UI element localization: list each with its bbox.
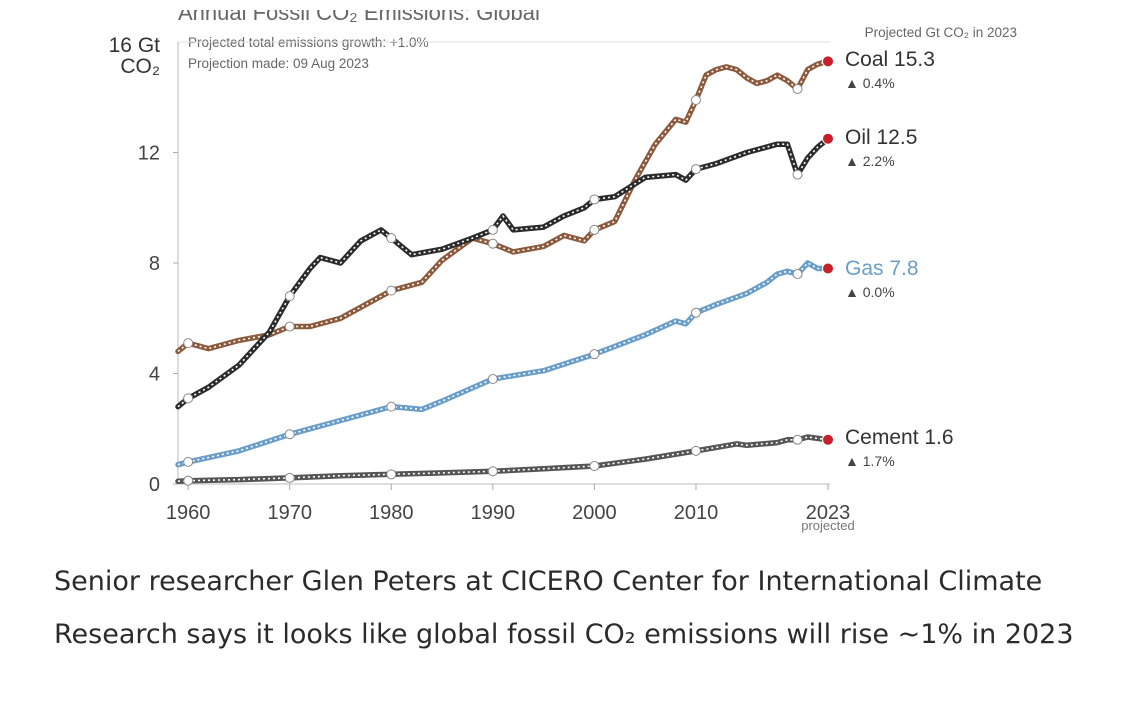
data-point-marker [183,338,194,349]
data-point-marker [284,472,295,483]
data-point-marker [487,238,498,249]
projection-point-coal [822,55,834,68]
x-tick-label: 2023 [806,502,851,524]
projection-point-gas [822,262,834,275]
data-point-marker [792,169,803,180]
data-point-marker [589,224,600,235]
projection-point-oil [822,132,834,145]
x-tick-label: 2010 [674,502,719,524]
data-point-marker [792,434,803,445]
data-point-marker [690,307,701,318]
data-point-marker [284,429,295,440]
data-point-marker [589,461,600,472]
projected-label: projected [801,518,854,533]
projection-point-cement [822,433,834,446]
series-change-coal: ▲ 0.4% [845,75,895,91]
series-label-gas: Gas 7.8 [845,257,919,280]
y-axis-label-value: 16 Gt [109,34,161,57]
data-point-marker [690,164,701,175]
x-tick-label: 2000 [572,502,617,524]
data-point-marker [386,401,397,412]
series-change-gas: ▲ 0.0% [845,284,895,300]
data-point-marker [183,393,194,404]
data-point-marker [487,224,498,235]
caption-text: Senior researcher Glen Peters at CICERO … [54,566,1074,650]
data-point-marker [589,349,600,360]
series-line-coal [175,58,831,355]
data-point-marker [690,95,701,106]
projection-header: Projected Gt CO₂ in 2023 [865,25,1017,40]
series-change-oil: ▲ 2.2% [845,153,895,169]
note-projection-date: Projection made: 09 Aug 2023 [188,56,369,71]
x-tick-label: 1960 [166,502,211,524]
x-tick-label: 1970 [267,502,312,524]
series-line-dots-coal [177,60,829,353]
y-axis-label-unit: CO₂ [120,55,160,78]
data-point-marker [589,194,600,205]
y-tick-label: 0 [149,474,160,496]
data-point-marker [284,291,295,302]
data-point-marker [792,83,803,94]
series-change-cement: ▲ 1.7% [845,453,895,469]
series-line-dots-oil [177,138,829,408]
data-point-marker [183,475,194,486]
x-tick-label: 1990 [471,502,516,524]
data-point-marker [792,269,803,280]
data-point-marker [487,466,498,477]
data-point-marker [284,321,295,332]
series-line-cement [175,434,831,484]
data-point-marker [487,374,498,385]
series-line-gas [175,260,831,468]
chart-title: Annual Fossil CO₂ Emissions: Global [178,0,540,25]
y-tick-label: 4 [149,364,160,386]
series-line-dots-gas [177,262,828,466]
data-point-marker [386,233,397,244]
x-tick-label: 1980 [369,502,414,524]
y-tick-label: 8 [149,253,160,275]
series-label-coal: Coal 15.3 [845,48,935,71]
series-label-cement: Cement 1.6 [845,426,954,449]
data-point-marker [183,456,194,467]
data-point-marker [690,445,701,456]
y-tick-label: 12 [138,143,160,165]
series-label-oil: Oil 12.5 [845,126,917,149]
series-line-oil [175,135,831,410]
data-point-marker [386,469,397,480]
data-point-marker [386,285,397,296]
emissions-chart: Annual Fossil CO₂ Emissions: Global 16 G… [109,0,1017,533]
